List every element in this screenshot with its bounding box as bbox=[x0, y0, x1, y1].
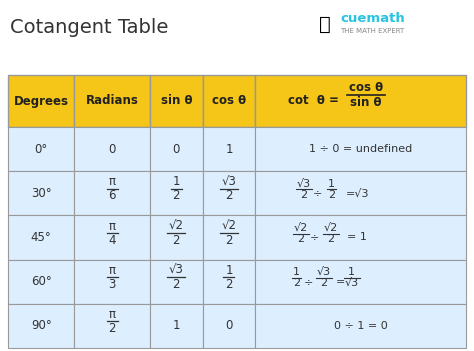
Bar bbox=[8, 304, 74, 348]
Text: 2: 2 bbox=[173, 233, 180, 246]
Text: 1: 1 bbox=[293, 267, 300, 277]
Text: √3: √3 bbox=[297, 179, 311, 189]
Text: 2: 2 bbox=[173, 189, 180, 202]
Text: cos θ: cos θ bbox=[348, 81, 383, 94]
Text: THE MATH EXPERT: THE MATH EXPERT bbox=[340, 28, 404, 34]
Text: 0: 0 bbox=[173, 143, 180, 155]
Bar bbox=[150, 171, 203, 216]
Bar bbox=[74, 171, 150, 216]
Bar bbox=[150, 127, 203, 171]
Bar bbox=[150, 304, 203, 348]
Text: 60°: 60° bbox=[31, 275, 52, 288]
Text: 2: 2 bbox=[225, 189, 233, 202]
Bar bbox=[150, 216, 203, 260]
Bar bbox=[203, 127, 255, 171]
Text: 1: 1 bbox=[348, 267, 355, 277]
Text: 0: 0 bbox=[225, 319, 233, 332]
Text: 2: 2 bbox=[109, 322, 116, 335]
Text: √3: √3 bbox=[221, 175, 237, 188]
Text: 2: 2 bbox=[225, 233, 233, 246]
Text: 1: 1 bbox=[328, 179, 335, 189]
Text: 2: 2 bbox=[297, 234, 304, 244]
Text: ÷: ÷ bbox=[304, 277, 313, 287]
Text: sin θ: sin θ bbox=[161, 94, 192, 107]
Text: cos θ: cos θ bbox=[212, 94, 246, 107]
Bar bbox=[255, 171, 466, 216]
Text: √3: √3 bbox=[317, 267, 331, 277]
Text: π: π bbox=[109, 308, 116, 321]
Bar bbox=[74, 260, 150, 304]
Bar bbox=[255, 216, 466, 260]
Bar bbox=[203, 260, 255, 304]
Text: 2: 2 bbox=[173, 278, 180, 291]
Text: 3: 3 bbox=[109, 278, 116, 291]
Text: π: π bbox=[109, 264, 116, 277]
Text: √2: √2 bbox=[169, 219, 184, 232]
Text: = 1: = 1 bbox=[346, 232, 366, 243]
Bar bbox=[255, 127, 466, 171]
Text: cot  θ =: cot θ = bbox=[288, 94, 338, 107]
Text: π: π bbox=[109, 175, 116, 188]
Bar bbox=[74, 216, 150, 260]
Text: √2: √2 bbox=[293, 223, 308, 233]
Text: 1 ÷ 0 = undefined: 1 ÷ 0 = undefined bbox=[309, 144, 412, 154]
Bar bbox=[255, 260, 466, 304]
Bar bbox=[150, 260, 203, 304]
Text: =√3: =√3 bbox=[346, 188, 369, 198]
Text: Radians: Radians bbox=[86, 94, 138, 107]
Bar bbox=[8, 75, 74, 127]
Bar bbox=[74, 127, 150, 171]
Text: 2: 2 bbox=[300, 190, 307, 200]
Text: sin θ: sin θ bbox=[350, 96, 382, 109]
Text: ÷: ÷ bbox=[310, 232, 319, 243]
Text: 1: 1 bbox=[225, 264, 233, 277]
Text: 45°: 45° bbox=[31, 231, 52, 244]
Text: Degrees: Degrees bbox=[14, 94, 69, 107]
Text: cuemath: cuemath bbox=[340, 12, 405, 25]
Text: π: π bbox=[109, 219, 116, 232]
Text: 90°: 90° bbox=[31, 319, 52, 332]
Bar bbox=[74, 75, 150, 127]
Bar bbox=[74, 304, 150, 348]
Text: 2: 2 bbox=[328, 190, 335, 200]
Bar bbox=[8, 216, 74, 260]
Text: 6: 6 bbox=[109, 189, 116, 202]
Text: 0°: 0° bbox=[35, 143, 48, 155]
Text: 2: 2 bbox=[320, 278, 327, 288]
Text: √2: √2 bbox=[221, 219, 237, 232]
Text: 2: 2 bbox=[327, 234, 334, 244]
Text: √3: √3 bbox=[345, 278, 359, 288]
Text: 0: 0 bbox=[109, 143, 116, 155]
Bar bbox=[255, 75, 466, 127]
Bar bbox=[203, 75, 255, 127]
Bar bbox=[203, 304, 255, 348]
Text: ÷: ÷ bbox=[313, 188, 322, 198]
Text: 4: 4 bbox=[109, 233, 116, 246]
Bar bbox=[203, 216, 255, 260]
Text: 🚀: 🚀 bbox=[319, 15, 331, 34]
Bar bbox=[8, 127, 74, 171]
Text: √2: √2 bbox=[324, 223, 338, 233]
Bar bbox=[8, 260, 74, 304]
Text: √3: √3 bbox=[169, 264, 184, 277]
Bar bbox=[8, 171, 74, 216]
Text: 1: 1 bbox=[225, 143, 233, 155]
Text: 1: 1 bbox=[173, 319, 180, 332]
Text: 1: 1 bbox=[173, 175, 180, 188]
Text: 2: 2 bbox=[225, 278, 233, 291]
Text: =: = bbox=[336, 277, 345, 287]
Text: 0 ÷ 1 = 0: 0 ÷ 1 = 0 bbox=[334, 321, 388, 331]
Bar bbox=[150, 75, 203, 127]
Text: Cotangent Table: Cotangent Table bbox=[10, 18, 168, 37]
Bar bbox=[203, 171, 255, 216]
Text: 30°: 30° bbox=[31, 187, 52, 200]
Bar bbox=[255, 304, 466, 348]
Text: 2: 2 bbox=[293, 278, 300, 288]
